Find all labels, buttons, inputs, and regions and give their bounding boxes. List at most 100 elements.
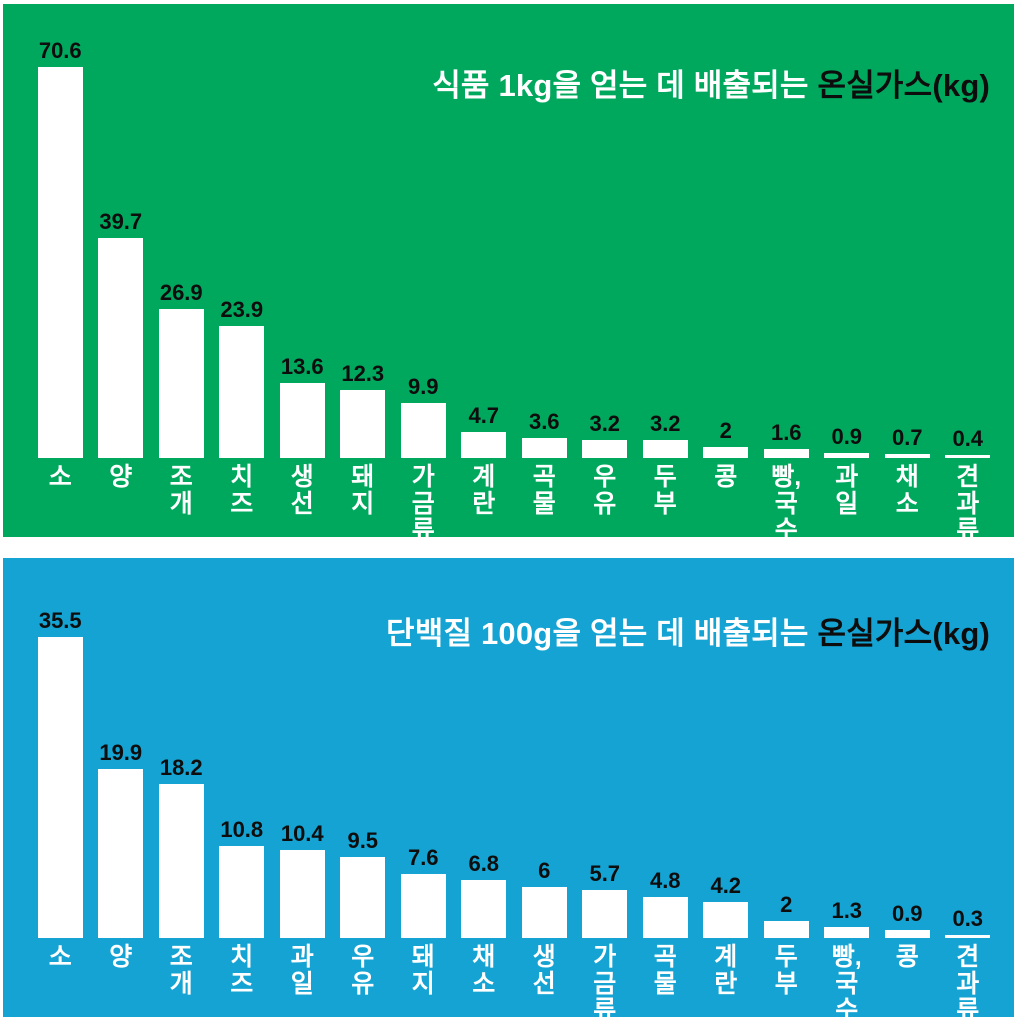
bar-value-label: 3.6 <box>528 409 560 434</box>
bar <box>219 846 265 938</box>
bar-column: 23.9 <box>212 299 273 458</box>
bar-column: 35.5 <box>30 610 91 938</box>
bar-value-label: 13.6 <box>280 354 324 379</box>
bar-value-label: 10.8 <box>220 817 264 842</box>
bar-value-label: 35.5 <box>38 608 82 633</box>
bar-value-label: 0.9 <box>891 901 923 926</box>
plot-area-protein-per-100g: 35.5 19.9 18.2 10.8 10.4 9.5 7.6 6.8 6 5.7 4.8 4.2 2… <box>3 558 1014 938</box>
bar-column: 70.6 <box>30 40 91 458</box>
bar <box>884 454 930 458</box>
chart-title-food-per-kg: 식품 1kg을 얻는 데 배출되는 온실가스(kg) <box>432 60 990 105</box>
bar-column: 2 <box>756 894 817 938</box>
bar <box>824 927 870 938</box>
bar <box>158 309 204 458</box>
bar <box>884 930 930 938</box>
bar <box>703 447 749 458</box>
bar <box>582 890 628 938</box>
bar-category-label: 양 <box>109 943 133 971</box>
bar <box>824 453 870 458</box>
chart-panel-food-per-kg: 식품 1kg을 얻는 데 배출되는 온실가스(kg) 70.6 39.7 26.9 2… <box>3 4 1014 543</box>
category-label-cell: 빵, 국 수 <box>817 944 878 1024</box>
bar-column: 6.8 <box>454 853 515 938</box>
bar <box>642 440 688 458</box>
bar-value-label: 2 <box>780 892 793 917</box>
category-label-cell: 양 <box>91 944 152 971</box>
bar-category-label: 빵, 국 수 <box>831 943 862 1024</box>
bar <box>642 897 688 938</box>
category-label-cell: 양 <box>91 464 152 491</box>
bar <box>37 637 83 938</box>
bar-value-label: 70.6 <box>38 38 82 63</box>
bar-value-label: 4.8 <box>649 868 681 893</box>
bar <box>400 874 446 938</box>
bar-column: 0.4 <box>938 428 999 458</box>
bar-value-label: 26.9 <box>159 280 203 305</box>
bar <box>461 880 507 938</box>
bar-column: 1.3 <box>817 900 878 938</box>
bar-column: 10.8 <box>212 819 273 938</box>
bar-value-label: 18.2 <box>159 755 203 780</box>
bar <box>945 455 991 458</box>
bar-column: 4.8 <box>635 870 696 938</box>
bar-value-label: 7.6 <box>407 845 439 870</box>
bar-value-label: 6 <box>538 858 551 883</box>
bar-column: 4.2 <box>696 875 757 938</box>
bar-column: 7.6 <box>393 847 454 938</box>
bar-value-label: 9.5 <box>347 828 379 853</box>
bar-category-label: 콩 <box>895 943 919 971</box>
bar-column: 0.3 <box>938 908 999 938</box>
bar-value-label: 3.2 <box>649 411 681 436</box>
chart-title-suffix: 온실가스(kg) <box>817 616 990 651</box>
bar <box>521 438 567 458</box>
bar-column: 3.2 <box>635 413 696 458</box>
bar <box>279 383 325 458</box>
bar <box>279 850 325 938</box>
category-label-cell: 소 <box>30 944 91 971</box>
bar-value-label: 0.9 <box>831 424 863 449</box>
bar-column: 12.3 <box>333 363 394 458</box>
bar <box>340 390 386 458</box>
bar <box>400 403 446 458</box>
bar <box>582 440 628 458</box>
bar <box>945 935 991 938</box>
plot-area-food-per-kg: 70.6 39.7 26.9 23.9 13.6 12.3 9.9 4.7 3.6 3.2 3.2 2… <box>3 4 1014 458</box>
category-label-cell: 콩 <box>877 944 938 971</box>
bar-column: 10.4 <box>272 823 333 938</box>
bar-column: 9.5 <box>333 830 394 938</box>
bar-category-label: 소 <box>48 463 72 491</box>
bar <box>763 921 809 938</box>
bar <box>521 887 567 938</box>
bar-value-label: 10.4 <box>280 821 324 846</box>
bar-value-label: 0.3 <box>952 906 984 931</box>
bar <box>158 784 204 938</box>
bar-category-label: 소 <box>48 943 72 971</box>
bar-column: 3.6 <box>514 411 575 458</box>
